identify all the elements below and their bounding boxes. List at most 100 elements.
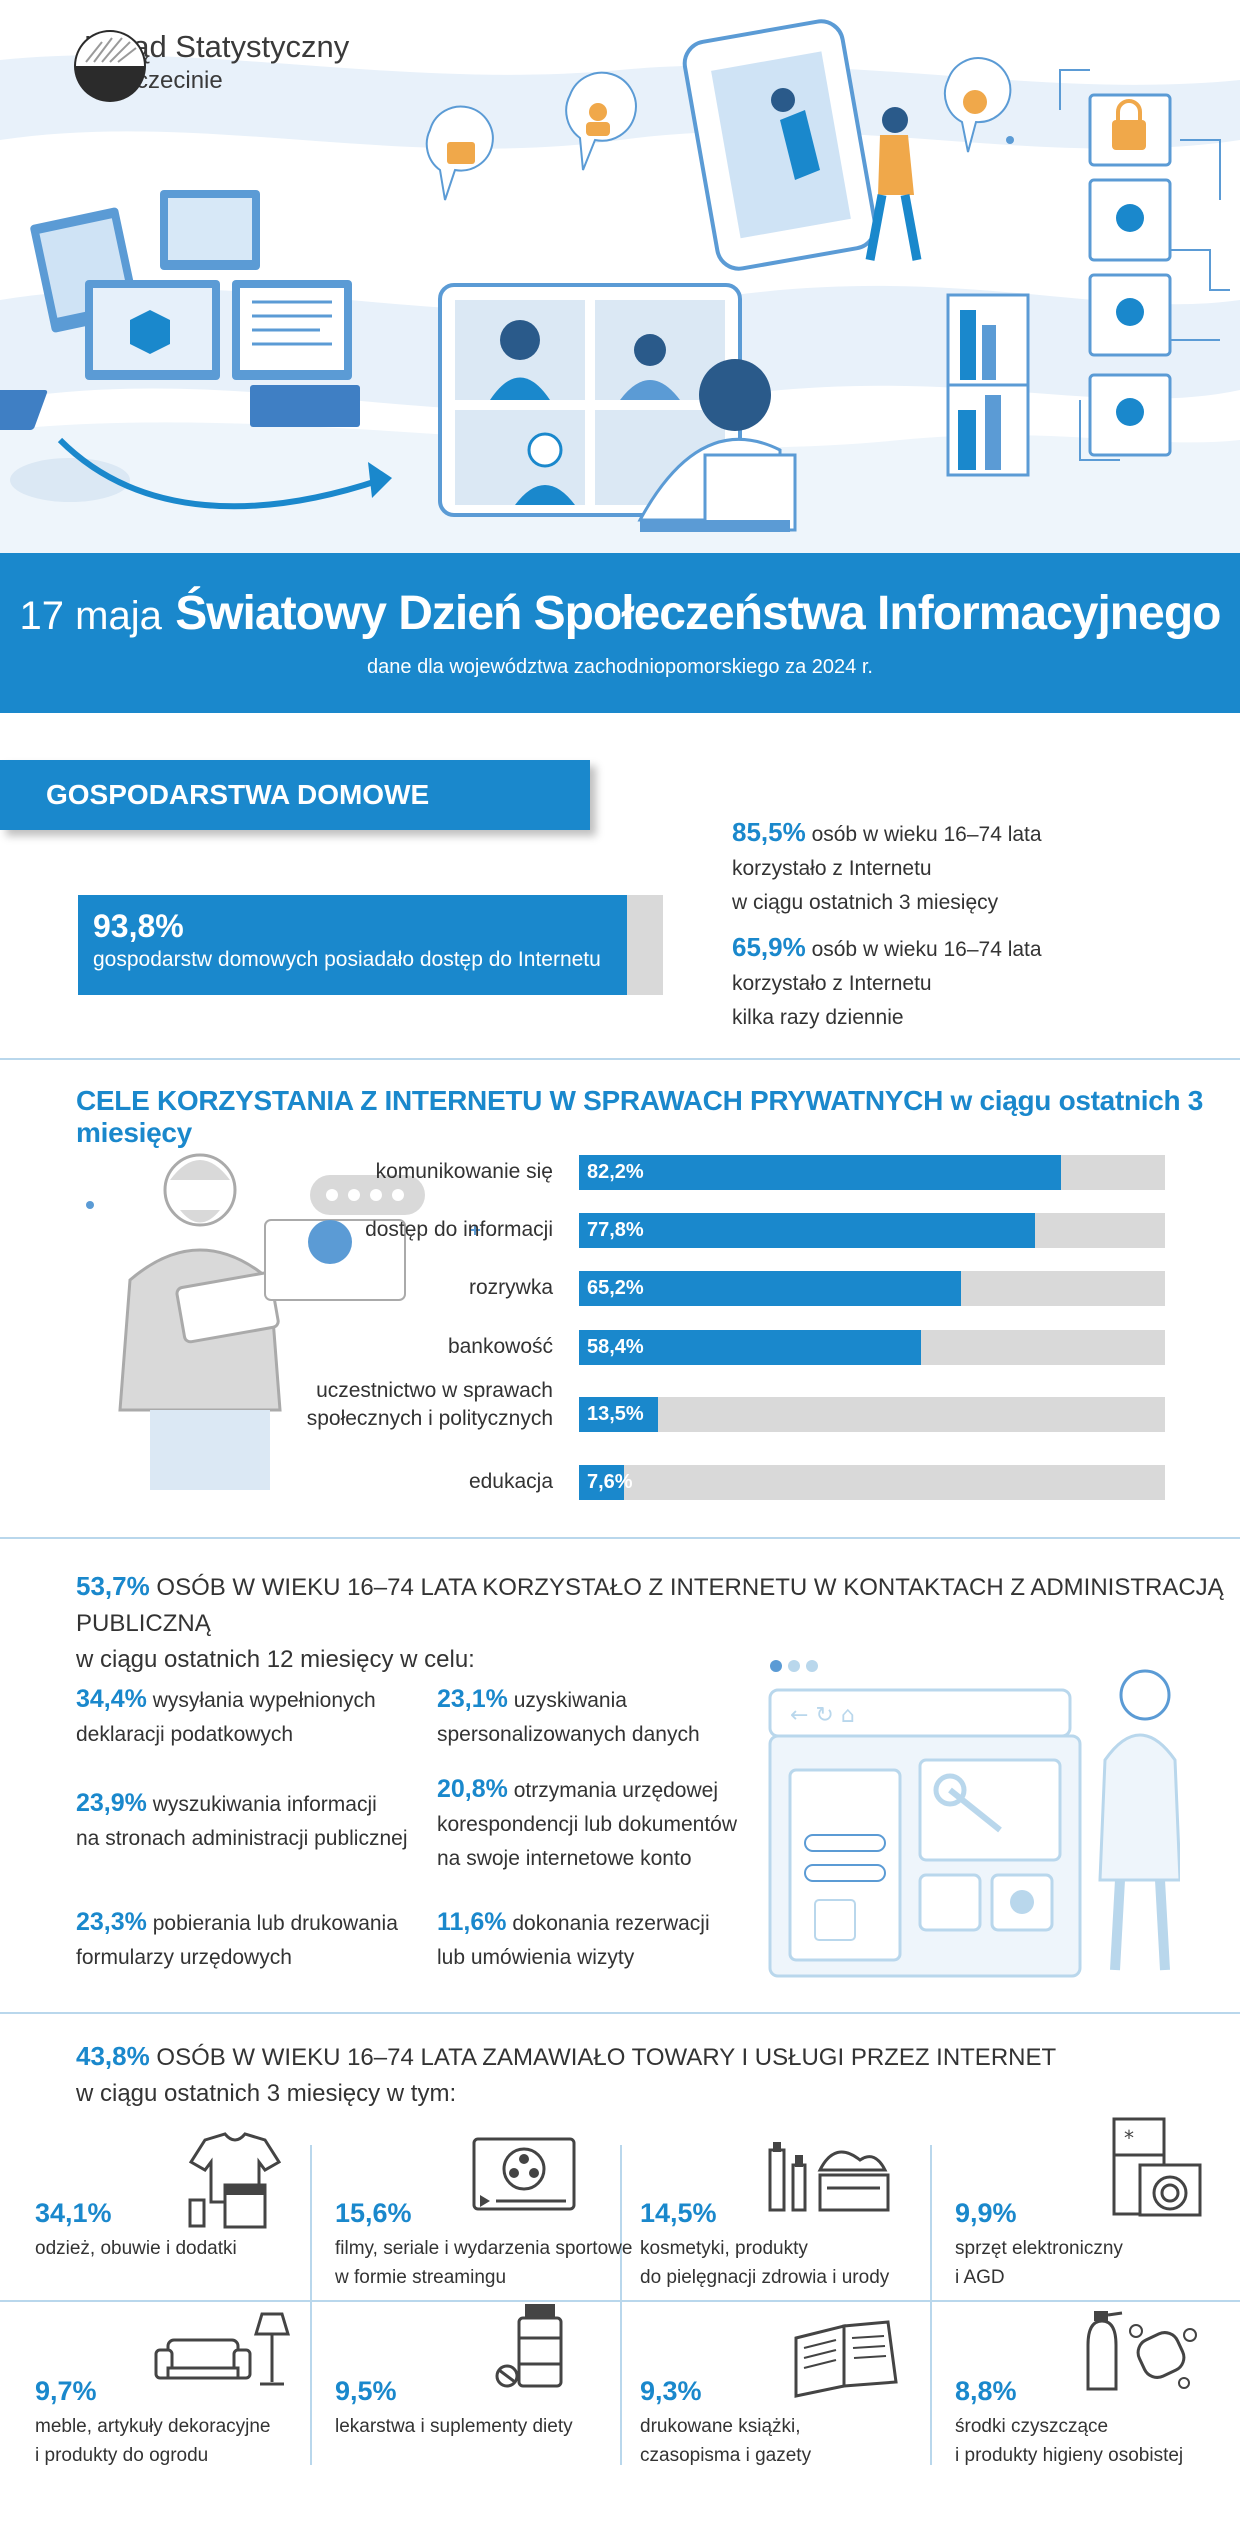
bar-label: komunikowanie się [375, 1160, 553, 1183]
admin-item: 23,1% uzyskiwania spersonalizowanych dan… [437, 1682, 700, 1752]
stat-line: korzystało z Internetu [732, 972, 932, 995]
category-label-line: filmy, seriale i wydarzenia sportowe [335, 2238, 633, 2259]
category-value: 8,8% [955, 2376, 1017, 2406]
bar-fill [579, 1465, 624, 1500]
admin-item-text: wysyłania wypełnionych [152, 1689, 376, 1712]
section-divider [0, 1537, 1240, 1539]
grid-divider [930, 2145, 932, 2465]
internet-access-desc: gospodarstw domowych posiadało dostęp do… [93, 948, 601, 971]
admin-item-text: wyszukiwania informacji [152, 1793, 377, 1816]
stat-line: w ciągu ostatnich 3 miesięcy [732, 891, 999, 914]
admin-item-text: spersonalizowanych danych [437, 1723, 700, 1746]
admin-item-text: pobierania lub drukowania [152, 1912, 398, 1935]
admin-item-text: formularzy urzędowych [76, 1946, 292, 1969]
bar-fill [579, 1330, 922, 1365]
category-label: filmy, seriale i wydarzenia sportowe w fo… [335, 2234, 632, 2292]
bar-label: rozrywka [468, 1276, 553, 1299]
bar-value-label: 58,4% [587, 1336, 644, 1358]
bar-track: 77,8% [579, 1213, 1165, 1248]
category-label-line: meble, artykuły dekoracyjne [35, 2416, 271, 2437]
bar-label: bankowość [447, 1335, 553, 1358]
category-label-line: i AGD [955, 2267, 1005, 2288]
admin-item-value: 23,9% [76, 1789, 147, 1817]
category-label-line: i produkty do ogrodu [35, 2445, 209, 2466]
category-label: drukowane książki, czasopisma i gazety [640, 2412, 811, 2470]
event-date: 17 maja [19, 594, 162, 638]
logo: Urząd Statystyczny w Szczecinie [72, 28, 349, 102]
category-value: 9,7% [35, 2376, 97, 2406]
bar-track: 7,6% [579, 1465, 1165, 1500]
category-label-line: środki czyszczące [955, 2416, 1109, 2437]
admin-item-value: 20,8% [437, 1775, 508, 1803]
page-subtitle: dane dla województwa zachodniopomorskieg… [367, 656, 873, 678]
internet-access-value: 93,8% [93, 908, 184, 944]
admin-heading: 53,7% OSÓB W WIEKU 16–74 LATA KORZYSTAŁO… [76, 1568, 1240, 1678]
svg-text:← ↻ ⌂: ← ↻ ⌂ [790, 1703, 855, 1728]
admin-item-value: 23,1% [437, 1685, 508, 1713]
shopping-title: OSÓB W WIEKU 16–74 LATA ZAMAWIAŁO TOWARY… [156, 2044, 1057, 2071]
bar-track: 82,2% [579, 1155, 1165, 1190]
stat-value: 85,5% [732, 817, 806, 847]
grid-divider [310, 2145, 312, 2465]
category-label: odzież, obuwie i dodatki [35, 2234, 237, 2263]
bar-label-line: społecznych i politycznych [306, 1407, 553, 1430]
hero-graphic [0, 19, 1240, 553]
admin-subtitle: w ciągu ostatnich 12 miesięcy w celu: [76, 1646, 475, 1673]
admin-item: 11,6% dokonania rezerwacji lub umówienia… [437, 1905, 710, 1975]
internet-access-bar [78, 895, 663, 995]
admin-item-text: na swoje internetowe konto [437, 1847, 692, 1870]
bar-fill [579, 1271, 962, 1306]
category-label-line: lekarstwa i suplementy diety [335, 2416, 573, 2437]
shopping-heading: 43,8% OSÓB W WIEKU 16–74 LATA ZAMAWIAŁO … [76, 2038, 1056, 2112]
grid-divider [0, 2300, 1240, 2302]
hero-illustration: Urząd Statystyczny w Szczecinie [0, 0, 1240, 553]
purposes-title: CELE KORZYSTANIA Z INTERNETU W SPRAWACH … [76, 1085, 944, 1116]
category-value: 15,6% [335, 2198, 412, 2228]
bar-track: 58,4% [579, 1330, 1165, 1365]
bar-track: 13,5% [579, 1397, 1165, 1432]
bar-fill [579, 1397, 659, 1432]
admin-item-text: deklaracji podatkowych [76, 1723, 294, 1746]
admin-item-text: uzyskiwania [513, 1689, 627, 1712]
cosmetics-icon [768, 2142, 890, 2212]
purposes-title-suffix: w ciągu ostatnich 3 miesięcy [76, 1085, 1204, 1148]
bar-fill [579, 1155, 1061, 1190]
bar-value-label: 77,8% [587, 1219, 644, 1241]
admin-item-value: 23,3% [76, 1908, 147, 1936]
clothes-icon [188, 2132, 282, 2229]
admin-item: 20,8% otrzymania urzędowej korespondencj… [437, 1772, 737, 1876]
admin-title: OSÓB W WIEKU 16–74 LATA KORZYSTAŁO Z INT… [76, 1574, 1224, 1637]
person-tablet-illustration [86, 1153, 480, 1490]
admin-item: 23,9% wyszukiwania informacji na stronac… [76, 1786, 408, 1856]
grid-divider [620, 2145, 622, 2465]
bar-track: 65,2% [579, 1271, 1165, 1306]
category-label-line: drukowane książki, [640, 2416, 801, 2437]
bar-label-line: uczestnictwo w sprawach [316, 1379, 553, 1402]
stat-internet-daily: 65,9% osób w wieku 16–74 lata korzystało… [732, 930, 1042, 1035]
stat-value: 65,9% [732, 932, 806, 962]
category-label: środki czyszczące i produkty higieny osob… [955, 2412, 1183, 2470]
stat-line: osób w wieku 16–74 lata [811, 938, 1042, 961]
sofa-lamp-icon [154, 2312, 290, 2386]
stat-line: kilka razy dziennie [732, 1006, 904, 1029]
admin-item-text: dokonania rezerwacji [512, 1912, 710, 1935]
category-label: meble, artykuły dekoracyjne i produkty do… [35, 2412, 271, 2470]
section-divider [0, 2012, 1240, 2014]
bar-value-label: 65,2% [587, 1277, 644, 1299]
shopping-subtitle: w ciągu ostatnich 3 miesięcy w tym: [76, 2080, 457, 2107]
bar-value-label: 7,6% [587, 1471, 633, 1493]
admin-item: 23,3% pobierania lub drukowania formular… [76, 1905, 398, 1975]
stat-line: osób w wieku 16–74 lata [811, 823, 1042, 846]
category-label-line: w formie streamingu [335, 2267, 507, 2288]
medicine-icon [495, 2304, 563, 2388]
title-banner: 17 maja Światowy Dzień Społeczeństwa Inf… [0, 553, 1240, 713]
browser-admin-illustration: ← ↻ ⌂ [768, 1660, 1180, 1978]
category-value: 14,5% [640, 2198, 717, 2228]
section-tag-households: GOSPODARSTWA DOMOWE [0, 760, 590, 830]
category-label-line: sprzęt elektroniczny [955, 2238, 1123, 2259]
event-name: Światowy Dzień Społeczeństwa Informacyjn… [175, 587, 1221, 640]
admin-item-value: 11,6% [437, 1908, 507, 1936]
bar-label: dostęp do informacji [365, 1218, 553, 1241]
section-divider [0, 1058, 1240, 1060]
svg-text:*: * [1124, 2126, 1134, 2150]
